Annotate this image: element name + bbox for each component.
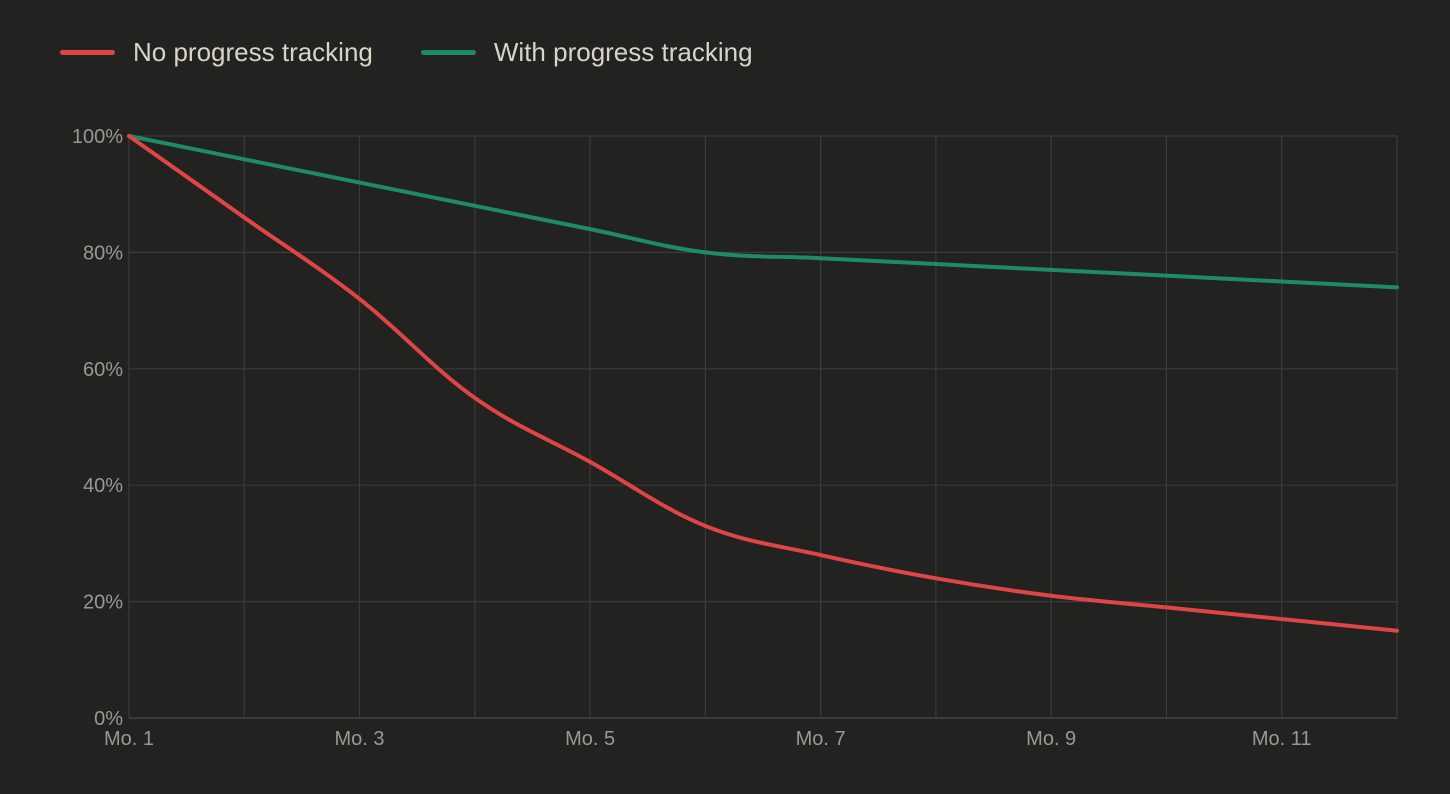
x-tick-label: Mo. 7	[796, 728, 846, 750]
legend-label-no-progress: No progress tracking	[133, 37, 373, 67]
y-tick-label: 100%	[72, 126, 123, 148]
y-tick-label: 40%	[83, 475, 123, 497]
x-axis-ticks: Mo. 1 Mo. 3 Mo. 5 Mo. 7 Mo. 9 Mo. 11	[104, 728, 1312, 750]
x-tick-label: Mo. 11	[1252, 728, 1312, 750]
legend-item-with-progress: With progress tracking	[420, 34, 753, 70]
chart-legend: No progress tracking With progress track…	[60, 34, 753, 70]
chart-grid	[128, 135, 1398, 719]
legend-swatch-no-progress	[60, 49, 115, 55]
legend-swatch-with-progress	[420, 49, 476, 55]
y-tick-label: 0%	[94, 708, 123, 730]
series-line-with-progress-tracking	[127, 134, 1399, 290]
legend-item-no-progress: No progress tracking	[60, 34, 373, 70]
y-tick-label: 60%	[83, 359, 123, 381]
legend-label-with-progress: With progress tracking	[493, 37, 753, 67]
x-tick-label: Mo. 1	[104, 728, 154, 750]
y-tick-label: 20%	[83, 592, 123, 614]
x-tick-label: Mo. 3	[335, 728, 385, 750]
y-axis-ticks: 0% 20% 40% 60% 80% 100%	[72, 126, 123, 730]
x-tick-label: Mo. 5	[565, 728, 615, 750]
x-tick-label: Mo. 9	[1026, 728, 1076, 750]
series-line-no-progress-tracking	[127, 134, 1399, 633]
y-tick-label: 80%	[83, 242, 123, 264]
chart-series	[127, 134, 1399, 633]
